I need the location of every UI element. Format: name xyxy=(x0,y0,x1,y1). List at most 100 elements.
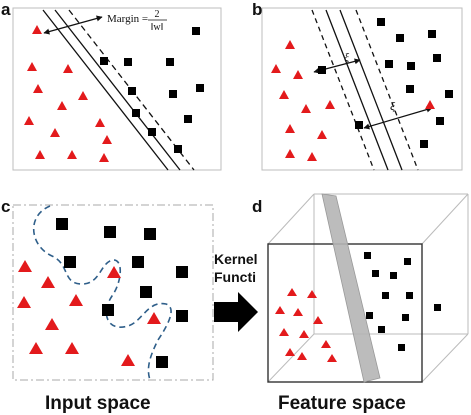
panel-b-xi-upper: ξ xyxy=(344,50,350,64)
panel-b-margin-line-left xyxy=(311,9,375,171)
panel-b-frame xyxy=(261,7,463,171)
class-a-triangle xyxy=(271,64,281,73)
class-a-triangle xyxy=(293,308,303,316)
class-a-triangle xyxy=(50,128,60,137)
panel-a-margin-arrow xyxy=(43,15,103,35)
class-b-square xyxy=(184,115,192,123)
class-a-triangle xyxy=(321,340,331,348)
panel-a-frame xyxy=(12,7,222,171)
class-a-triangle xyxy=(18,260,32,272)
caption-feature-space: Feature space xyxy=(278,393,406,414)
class-b-square xyxy=(406,292,413,299)
class-a-triangle xyxy=(307,290,317,298)
panel-a-margin-label: Margin = xyxy=(107,13,148,25)
panel-a-margin-line-left xyxy=(42,9,169,171)
class-a-triangle xyxy=(287,288,297,296)
class-a-triangle xyxy=(317,130,327,139)
panel-c-frame xyxy=(12,204,214,381)
class-a-triangle xyxy=(35,150,45,159)
class-a-triangle xyxy=(63,64,73,73)
panel-b-boundary-line-2 xyxy=(339,9,403,171)
class-a-triangle xyxy=(301,104,311,113)
class-a-triangle xyxy=(121,354,135,366)
class-a-triangle xyxy=(67,150,77,159)
class-a-triangle xyxy=(45,318,59,330)
class-b-square xyxy=(433,54,441,62)
box-edge-bottom-right xyxy=(421,333,469,383)
panel-d-triangles xyxy=(275,288,337,362)
panel-b-margin-line-right xyxy=(355,9,419,171)
class-b-square xyxy=(176,266,188,278)
class-a-triangle xyxy=(297,352,307,360)
kernel-line-1: Kernel xyxy=(214,251,258,267)
class-a-triangle xyxy=(17,296,31,308)
panel-b-boundary-line-1 xyxy=(325,9,389,171)
class-b-square xyxy=(428,30,436,38)
class-a-triangle xyxy=(327,354,337,362)
right-arrow-icon xyxy=(214,292,258,332)
class-b-square xyxy=(406,85,414,93)
panel-d-squares xyxy=(364,252,441,351)
class-a-triangle xyxy=(275,306,285,314)
class-b-square xyxy=(132,256,144,268)
class-a-triangle xyxy=(285,348,295,356)
class-a-triangle xyxy=(307,152,317,161)
panel-b-xi-lower: ξ xyxy=(390,99,396,113)
class-b-square xyxy=(169,90,177,98)
class-a-triangle xyxy=(41,276,55,288)
class-b-square xyxy=(124,58,132,66)
panel-b-squares xyxy=(318,18,453,148)
class-a-triangle xyxy=(107,266,121,278)
panel-b-slack-arrow-lower xyxy=(363,106,433,130)
class-a-triangle xyxy=(313,316,323,324)
class-b-square xyxy=(192,27,200,35)
panel-a-fraction-numerator: 2 xyxy=(155,9,160,20)
class-b-square xyxy=(366,312,373,319)
class-b-square xyxy=(140,286,152,298)
panel-b-hyperplanes xyxy=(311,9,419,171)
class-b-square xyxy=(144,228,156,240)
class-a-triangle xyxy=(99,153,109,162)
class-a-triangle xyxy=(95,118,105,127)
class-b-square xyxy=(132,109,140,117)
panel-c-nonlinear-boundary xyxy=(32,205,172,381)
class-b-square xyxy=(407,62,415,70)
class-b-square xyxy=(196,84,204,92)
box-edge-top-right xyxy=(421,193,469,245)
class-a-triangle xyxy=(32,25,42,34)
box-edge-top-left xyxy=(267,193,315,245)
class-b-square xyxy=(436,117,444,125)
class-a-triangle xyxy=(279,90,289,99)
separating-hyperplane xyxy=(321,193,381,383)
panel-label-d: d xyxy=(252,197,263,216)
class-b-square xyxy=(166,58,174,66)
class-b-square xyxy=(318,66,326,74)
class-a-triangle xyxy=(69,294,83,306)
class-a-triangle xyxy=(279,328,289,336)
class-a-triangle xyxy=(425,100,435,109)
panel-label-a: a xyxy=(1,0,11,19)
panel-d-box xyxy=(267,193,469,383)
panel-c-triangles xyxy=(17,260,161,366)
class-b-square xyxy=(56,218,68,230)
class-a-triangle xyxy=(24,116,34,125)
class-b-square xyxy=(104,226,116,238)
class-a-triangle xyxy=(33,84,43,93)
class-a-triangle xyxy=(299,330,309,338)
class-b-square xyxy=(396,34,404,42)
box-edge-bottom-left xyxy=(267,333,315,383)
panel-a-triangles xyxy=(24,25,112,162)
class-a-triangle xyxy=(65,342,79,354)
class-a-triangle xyxy=(285,40,295,49)
class-a-triangle xyxy=(293,70,303,79)
class-b-square xyxy=(102,304,114,316)
class-a-triangle xyxy=(147,312,161,324)
class-b-square xyxy=(385,60,393,68)
class-a-triangle xyxy=(102,135,112,144)
class-b-square xyxy=(404,258,411,265)
panel-label-b: b xyxy=(252,0,263,19)
class-a-triangle xyxy=(325,100,335,109)
class-b-square xyxy=(377,18,385,26)
class-b-square xyxy=(128,87,136,95)
